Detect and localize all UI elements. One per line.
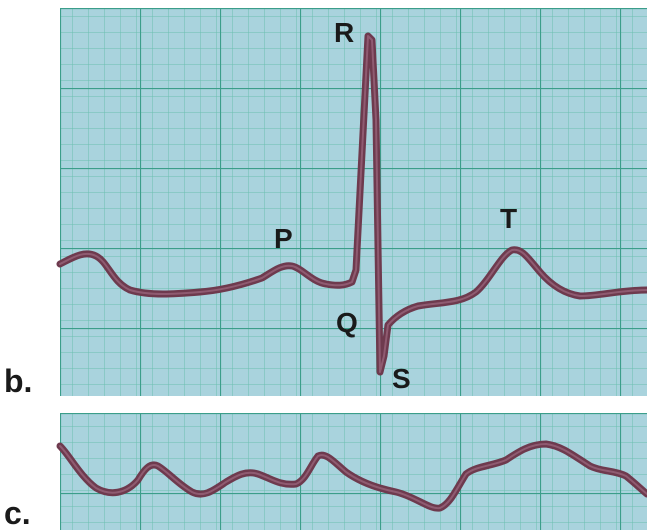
panel-label-c: c. bbox=[4, 495, 31, 530]
wave-label-r: R bbox=[334, 17, 354, 48]
wave-label-p: P bbox=[274, 223, 293, 254]
panel-c: c. bbox=[4, 413, 647, 530]
panel-label-b: b. bbox=[4, 363, 32, 399]
wave-label-t: T bbox=[500, 203, 517, 234]
panel-b: R P T Q S b. bbox=[4, 8, 647, 399]
wave-label-s: S bbox=[392, 363, 411, 394]
wave-label-q: Q bbox=[336, 307, 358, 338]
